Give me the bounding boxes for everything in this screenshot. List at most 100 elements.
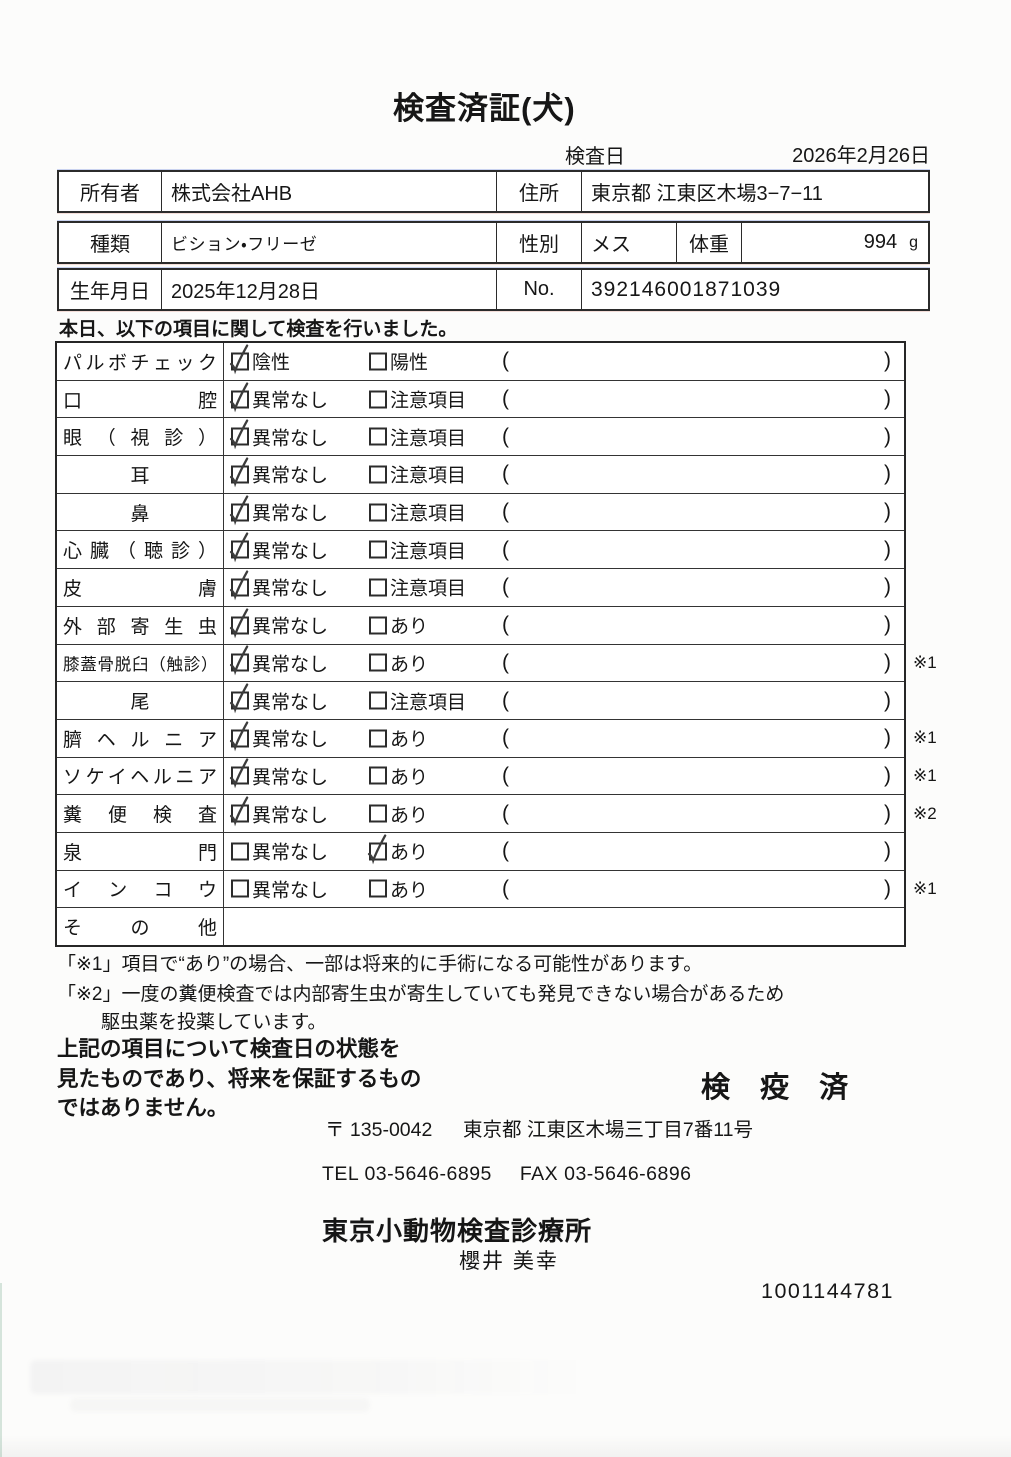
option-2: あり: [369, 762, 428, 789]
paren-close: ): [884, 537, 891, 561]
checkbox-icon: [369, 691, 387, 710]
checkbox-icon: [229, 608, 249, 639]
disclaimer-line3: ではありません。: [57, 1096, 229, 1120]
scan-edge-shadow: [0, 1435, 1011, 1457]
checklist-row: 口腔 異常なし 注意項目 ( ): [57, 379, 904, 418]
option-1: 異常なし: [229, 608, 328, 639]
checkbox-icon: [229, 457, 249, 488]
checkbox-icon: [231, 879, 249, 898]
paren-open: (: [502, 876, 509, 900]
exam-item-options: 異常なし 注意項目 ( ): [224, 418, 904, 455]
checkbox-icon: [369, 804, 387, 823]
paren-close: ): [884, 839, 891, 863]
footnote-ref: ※1: [913, 652, 937, 672]
option-1-label: 異常なし: [252, 428, 329, 450]
quarantine-stamp: 検 疫 済: [701, 1072, 860, 1104]
exam-item-options: 異常なし あり ( ): [224, 833, 904, 870]
paren-close: ): [884, 650, 891, 674]
footnote-2: 「※2」一度の糞便検査では内部寄生虫が寄生していても発見できない場合があるため: [57, 984, 785, 1005]
option-2: 注意項目: [369, 536, 466, 563]
checkbox-icon: [369, 729, 387, 748]
exam-item-options: 異常なし あり ( ) ※1: [224, 645, 937, 682]
checkbox-icon: [229, 721, 249, 752]
exam-item-label: パルボチェック: [57, 343, 224, 380]
paren-close: ): [884, 500, 891, 524]
exam-item-label: 耳: [57, 456, 224, 493]
option-1: 陰性: [229, 344, 291, 375]
checkbox-icon: [369, 540, 387, 559]
paren-open: (: [502, 650, 509, 674]
checkbox-icon: [229, 758, 249, 789]
owner-label: 所有者: [59, 172, 162, 211]
serial-number: 1001144781: [761, 1279, 894, 1303]
checklist-row: 臍ヘルニア 異常なし あり ( ) ※1: [57, 718, 937, 757]
paren-close: ): [884, 424, 891, 448]
checkmark-icon: [229, 419, 249, 450]
checklist-row: 皮膚 異常なし 注意項目 ( ): [57, 568, 904, 606]
checklist-row: 鼻 異常なし 注意項目 ( ): [57, 492, 904, 531]
checkbox-icon: [369, 390, 387, 409]
checkbox-icon: [229, 532, 249, 563]
footnote-2-cont: 駆虫薬を投薬しています。: [101, 1012, 327, 1033]
tel-fax-line: TEL 03-5646-6895 FAX 03-5646-6896: [322, 1163, 692, 1186]
checkbox-icon: [229, 683, 249, 714]
option-2: あり: [369, 725, 428, 752]
option-2: 注意項目: [369, 386, 466, 413]
paren-open: (: [502, 462, 509, 486]
sex-label: 性別: [497, 223, 582, 262]
breed-row: 種類 ビション・フリーゼ 性別 メス 体重 994 g: [57, 221, 930, 264]
checklist-row: 糞便検査 異常なし あり ( ) ※2: [57, 794, 937, 832]
exam-item-options: 異常なし あり ( ) ※1: [224, 720, 937, 757]
veterinarian-name: 櫻井 美幸: [459, 1250, 559, 1273]
option-2: 注意項目: [369, 574, 466, 601]
exam-date-label: 検査日: [565, 146, 625, 168]
paren-close: ): [884, 387, 891, 411]
footnote-ref: ※1: [913, 728, 937, 748]
exam-item-label: インコウ: [57, 870, 224, 908]
checkmark-icon: [229, 344, 249, 375]
exam-item-options: 陰性 陽性 ( ): [224, 343, 904, 380]
weight-label: 体重: [677, 223, 742, 262]
checkbox-icon: [369, 352, 387, 371]
checkmark-icon: [229, 381, 249, 412]
option-2-label: 陽性: [390, 352, 429, 374]
checkbox-icon: [229, 419, 249, 450]
option-2-label: 注意項目: [390, 465, 467, 487]
breed-label: 種類: [59, 223, 162, 262]
exam-item-options: 異常なし 注意項目 ( ): [224, 456, 904, 493]
checkmark-icon: [229, 570, 249, 601]
option-2: 注意項目: [369, 499, 466, 526]
checkbox-icon: [369, 578, 387, 597]
sex-value: メス: [582, 223, 677, 262]
checklist-table: パルボチェック 陰性 陽性 ( ) 口腔 異常なし: [55, 341, 937, 947]
tel-number: TEL 03-5646-6895: [322, 1163, 492, 1185]
clinic-name: 東京小動物検査診療所: [322, 1216, 593, 1246]
fax-number: FAX 03-5646-6896: [519, 1163, 692, 1185]
checklist-row: パルボチェック 陰性 陽性 ( ): [57, 343, 904, 380]
option-1: 異常なし: [229, 796, 328, 827]
option-1-label: 異常なし: [252, 767, 329, 789]
checkmark-icon: [229, 683, 249, 714]
paren-open: (: [502, 801, 509, 825]
option-1: 異常なし: [229, 683, 328, 714]
paren-open: (: [502, 763, 509, 787]
paren-open: (: [502, 537, 509, 561]
checklist-row: 膝蓋骨脱臼（触診） 異常なし あり ( ) ※1: [57, 643, 937, 682]
checkmark-icon: [229, 608, 249, 639]
exam-item-options: 異常なし 注意項目 ( ): [224, 531, 904, 568]
checkbox-icon: [369, 879, 387, 898]
intro-text: 本日、以下の項目に関して検査を行いました。: [59, 319, 458, 340]
footnote-ref: ※1: [913, 878, 937, 898]
option-1-label: 異常なし: [252, 842, 329, 864]
option-1-label: 異常なし: [252, 465, 329, 487]
option-1-label: 陰性: [252, 352, 291, 374]
option-1-label: 異常なし: [252, 729, 329, 751]
option-2-label: あり: [390, 729, 429, 751]
exam-item-label: 膝蓋骨脱臼（触診）: [57, 644, 224, 682]
footnote-ref: ※2: [913, 803, 937, 823]
exam-item-options: 異常なし 注意項目 ( ): [224, 381, 904, 418]
paren-close: ): [884, 876, 891, 900]
footnote-ref: ※1: [913, 765, 937, 785]
option-2-label: あり: [390, 805, 429, 827]
exam-item-label: 泉門: [57, 832, 224, 870]
